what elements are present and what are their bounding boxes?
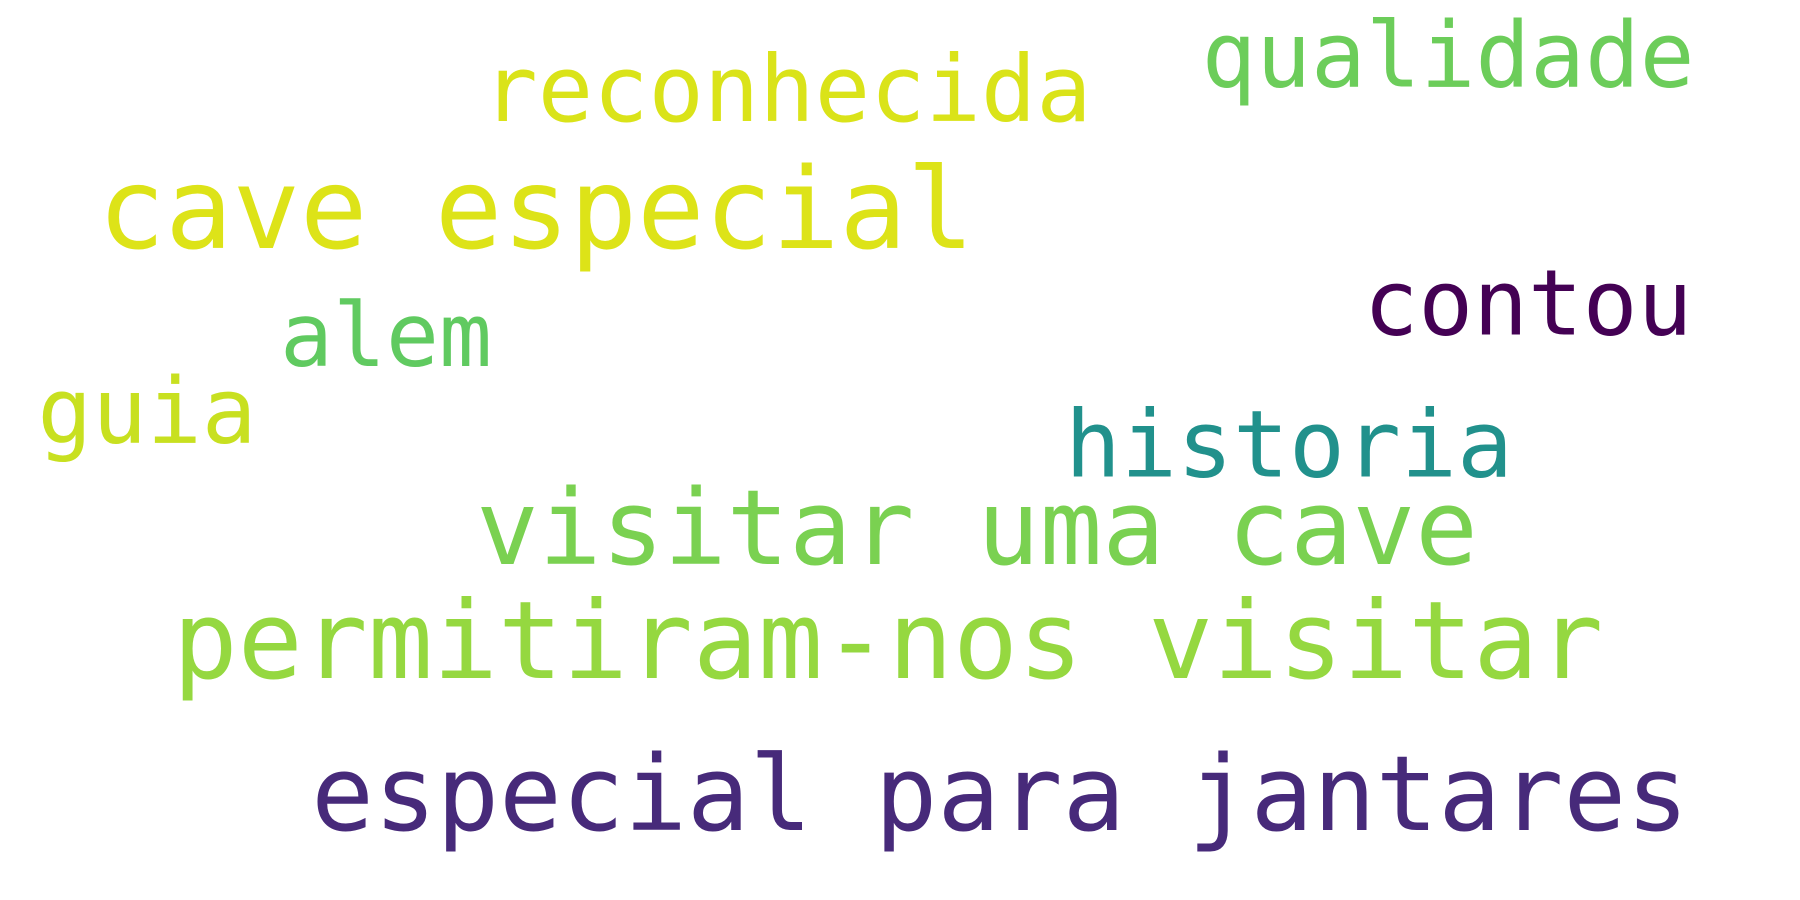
word-qualidade: qualidade: [1201, 3, 1695, 109]
word-guia: guia: [37, 359, 257, 465]
word-historia: historia: [1065, 390, 1513, 499]
word-permitiram-nos-visitar: permitiram-nos visitar: [172, 579, 1604, 704]
word-visitar-uma-cave: visitar uma cave: [476, 467, 1478, 589]
word-alem: alem: [280, 284, 492, 387]
word-contou: contou: [1363, 251, 1693, 357]
word-reconhecida: reconhecida: [482, 36, 1092, 143]
word-cave-especial: cave especial: [97, 145, 975, 275]
word-especial-para-jantares: especial para jantares: [311, 733, 1689, 855]
